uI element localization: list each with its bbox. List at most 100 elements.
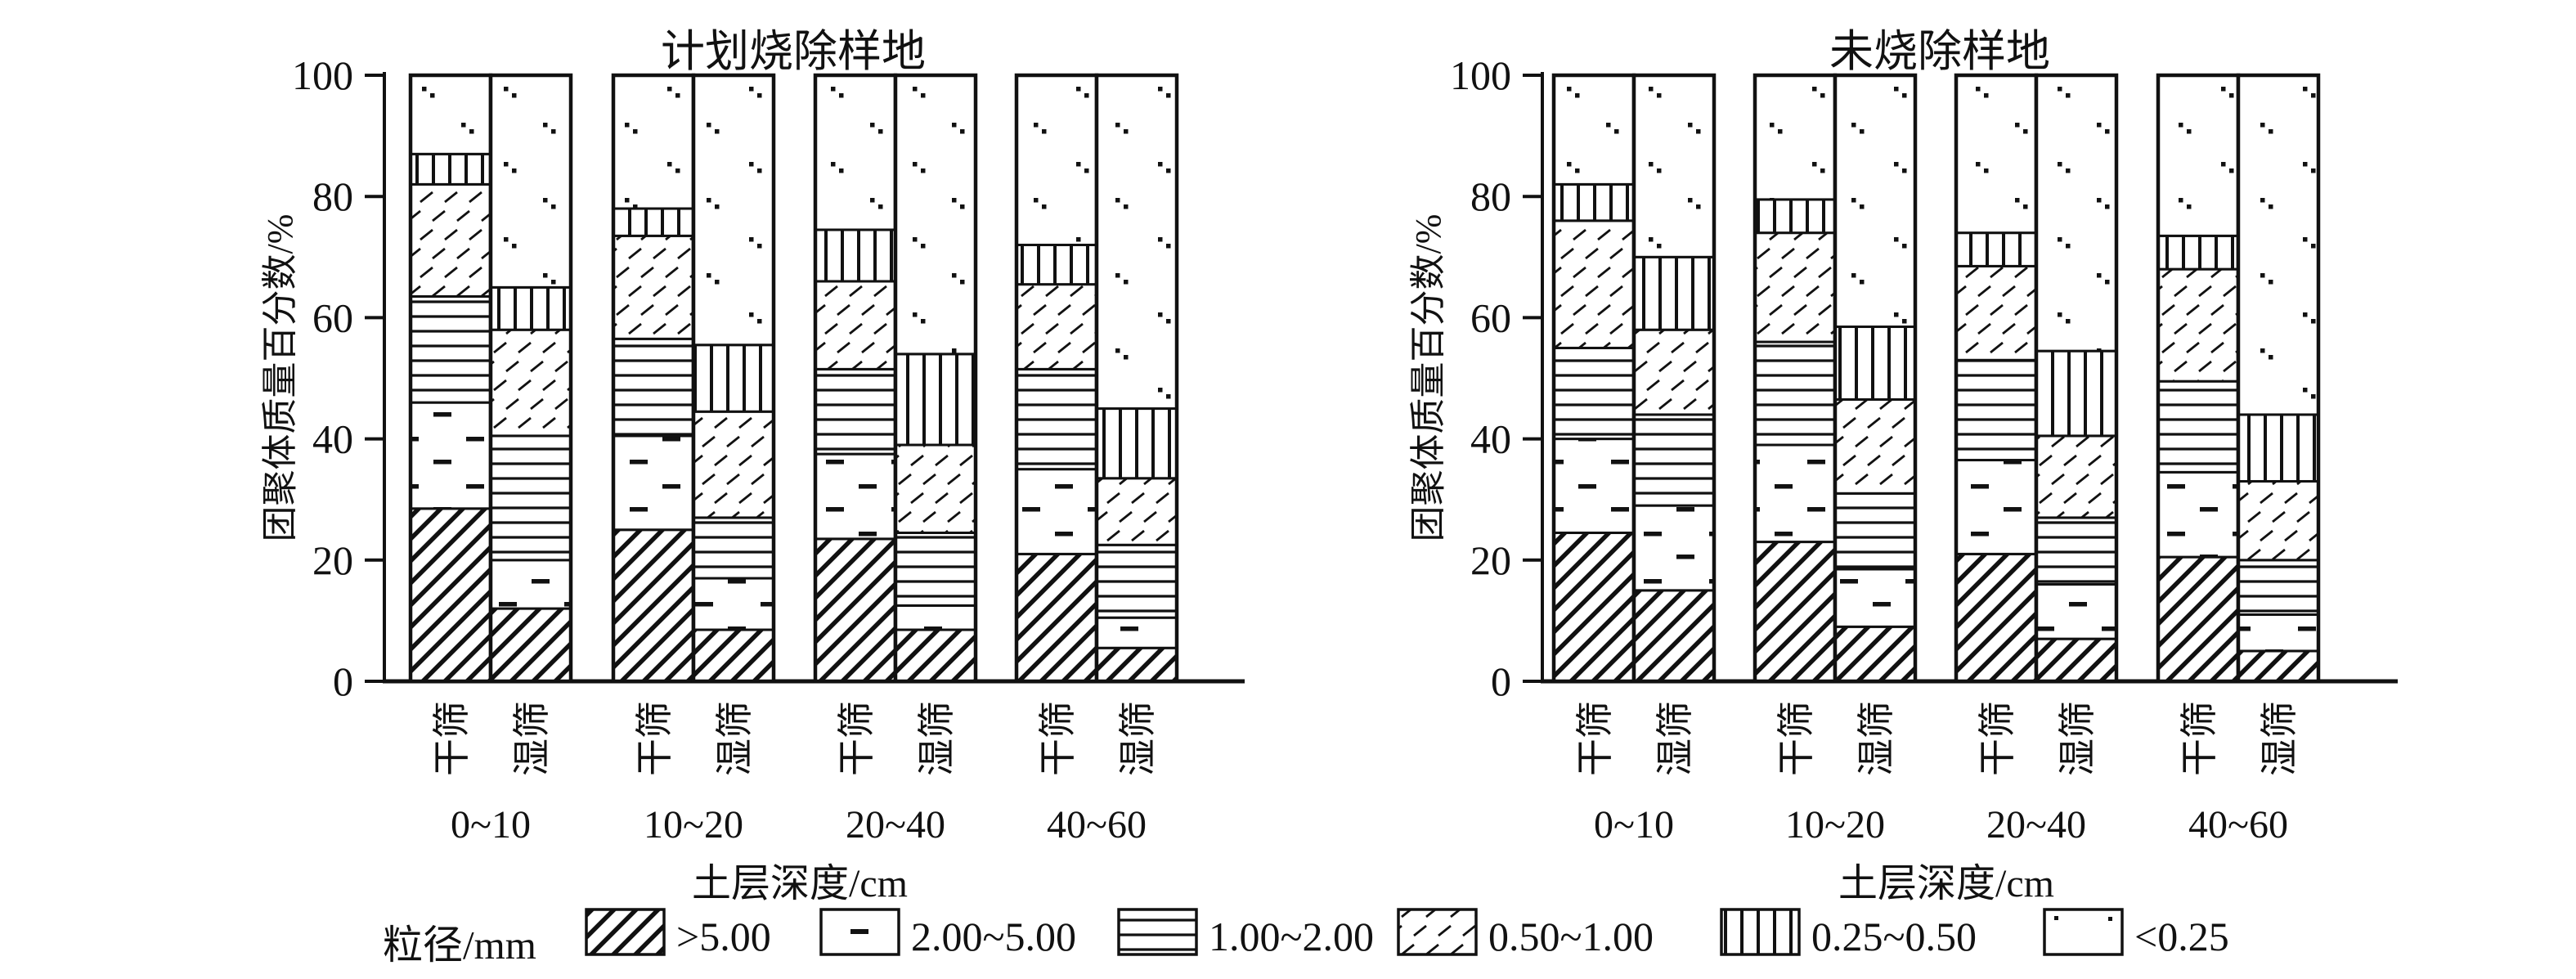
bar-outline (893, 73, 978, 684)
bar-segment (1552, 74, 1636, 186)
bar-segment (489, 607, 572, 683)
legend-item: >5.00 (585, 908, 771, 959)
depth-group-label: 10~20 (1785, 803, 1885, 847)
sieve-type-label: 干筛 (2179, 701, 2220, 776)
bar-segment (409, 507, 492, 683)
legend-dot-mark (2108, 917, 2112, 921)
bar-segment (1015, 367, 1098, 471)
bar-segment (1095, 616, 1178, 649)
bar-segment (409, 401, 492, 510)
bar-segment (1954, 231, 2038, 267)
y-tick-label: 100 (292, 52, 353, 98)
sieve-type-label: 干筛 (634, 701, 675, 776)
legend-dash-mark (850, 929, 868, 934)
bar-segment (1753, 74, 1837, 201)
sieve-type-label: 湿筛 (2057, 701, 2098, 776)
legend-label: <0.25 (2134, 914, 2229, 959)
bar-segment (1833, 74, 1917, 329)
legend-item: 1.00~2.00 (1117, 908, 1374, 959)
bar-segment (894, 531, 977, 607)
bar-segment (2156, 234, 2240, 271)
bar-segment (2035, 349, 2118, 438)
legend: >5.00 2.00~5.00 1.00~2.00 0.50~1.00 0.25~0.5… (585, 908, 2229, 959)
bar-segment (409, 152, 492, 186)
sieve-type-label: 干筛 (431, 701, 473, 776)
depth-group-label: 40~60 (2188, 803, 2288, 847)
legend-title: 粒径/mm (383, 923, 536, 968)
bar-segment (2237, 559, 2320, 616)
bar-segment (2156, 267, 2240, 383)
y-tick-label: 40 (1470, 416, 1511, 462)
bar-segment (1954, 552, 2038, 683)
bar-segment (2156, 470, 2240, 559)
depth-group-label: 10~20 (644, 803, 743, 847)
y-tick-label: 20 (1470, 537, 1511, 583)
bar-segment (1954, 459, 2038, 555)
bar-segment (1753, 340, 1837, 447)
bar-segment (1632, 328, 1716, 416)
y-tick-label: 0 (333, 658, 353, 704)
bar-segment (1015, 552, 1098, 683)
bar-segment (612, 337, 695, 438)
sieve-type-label: 干筛 (1037, 701, 1079, 776)
bar-segment (1015, 468, 1098, 555)
bar-segment (1095, 543, 1178, 619)
bar-outline (1094, 73, 1179, 684)
sieve-type-label: 湿筛 (1117, 701, 1159, 776)
bar-segment (612, 74, 695, 210)
depth-group-label: 20~40 (1986, 803, 2086, 847)
bar-outline (488, 73, 573, 684)
legend-item: 2.00~5.00 (819, 908, 1076, 959)
bar-segment (814, 367, 897, 456)
depth-group-label: 0~10 (451, 803, 531, 847)
bar-segment (612, 234, 695, 340)
sieve-type-label: 干筛 (1574, 701, 1616, 776)
bar-segment (894, 353, 977, 447)
bar-segment (1632, 74, 1716, 258)
bar-segment (2035, 637, 2118, 683)
right-x-axis-title: 土层深度/cm (1838, 862, 2054, 905)
bar-segment (894, 74, 977, 356)
bar-segment (1095, 646, 1178, 683)
bar-segment (2237, 649, 2320, 683)
sieve-type-label: 干筛 (1775, 701, 1817, 776)
bar-segment (2035, 74, 2118, 353)
sieve-type-label: 湿筛 (511, 701, 553, 776)
bar-segment (409, 294, 492, 404)
bar-segment (1632, 589, 1716, 683)
sieve-type-label: 湿筛 (714, 701, 756, 776)
bar-segment (1954, 264, 2038, 362)
bar-segment (692, 410, 775, 519)
bar-segment (1095, 74, 1178, 411)
bar-segment (1095, 407, 1178, 480)
y-tick-label: 60 (312, 294, 353, 340)
bar-segment (1833, 326, 1917, 401)
bar-segment (1833, 568, 1917, 628)
bar-segment (1632, 413, 1716, 507)
bar-segment (1552, 438, 1636, 534)
bar-segment (894, 443, 977, 534)
bar-outline (2034, 73, 2119, 684)
bar-segment (1753, 198, 1837, 235)
bar-segment (894, 604, 977, 631)
bar-segment (1632, 255, 1716, 331)
sieve-type-label: 湿筛 (2259, 701, 2300, 776)
bar-segment (1833, 397, 1917, 495)
bar-segment (1015, 283, 1098, 370)
bar-segment (692, 74, 775, 347)
bar-segment (1015, 74, 1098, 246)
right-chart-title: 未烧除样地 (1829, 27, 2050, 76)
bar-segment (2237, 479, 2320, 562)
y-tick-label: 80 (1470, 173, 1511, 219)
bar-segment (814, 228, 897, 283)
bar-segment (489, 285, 572, 331)
bar-segment (1552, 182, 1636, 222)
bar-segment (814, 537, 897, 683)
bar-segment (2035, 516, 2118, 586)
bar-segment (894, 628, 977, 683)
legend-item: 0.50~1.00 (1397, 908, 1654, 959)
right-y-axis-title: 团聚体质量百分数/% (1408, 213, 1448, 542)
bar-segment (692, 577, 775, 631)
